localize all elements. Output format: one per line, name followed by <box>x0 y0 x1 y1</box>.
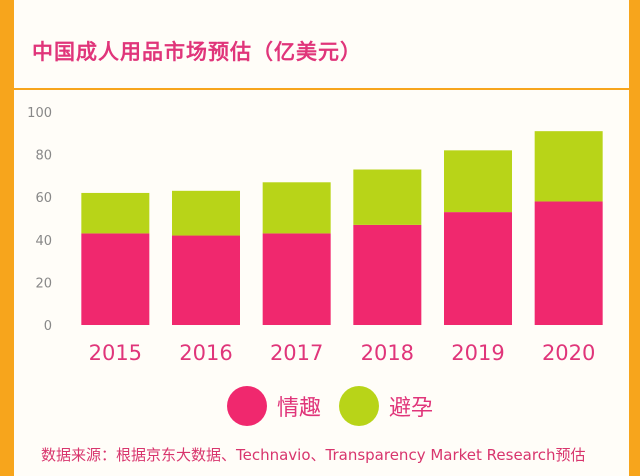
bar-segment-biyun <box>444 150 512 213</box>
x-tick-label: 2015 <box>89 341 142 365</box>
y-tick-label: 20 <box>35 276 52 291</box>
y-tick-label: 80 <box>35 149 52 164</box>
bar-segment-qingqu <box>172 235 240 325</box>
legend: 情趣 避孕 <box>14 384 629 428</box>
legend-swatch-biyun <box>339 386 379 426</box>
bar-segment-qingqu <box>534 201 603 325</box>
x-tick-label: 2018 <box>361 341 414 365</box>
bar-segment-biyun <box>262 182 331 234</box>
x-tick-label: 2020 <box>542 341 595 365</box>
bar-segment-qingqu <box>262 233 331 325</box>
legend-swatch-qingqu <box>227 386 267 426</box>
chart-panel: 中国成人用品市场预估（亿美元） 0 20 40 60 80 100 2015 2016 2017… <box>14 0 629 476</box>
bar-segment-biyun <box>534 131 603 202</box>
bar-segment-qingqu <box>81 233 150 325</box>
y-tick-label: 60 <box>35 191 52 206</box>
title-divider <box>14 88 629 90</box>
y-tick-label: 100 <box>27 106 52 121</box>
y-tick-label: 0 <box>44 319 52 334</box>
legend-item-qingqu: 情趣 <box>227 384 321 428</box>
x-tick-label: 2016 <box>179 341 232 365</box>
x-tick-label: 2017 <box>270 341 323 365</box>
source-note: 数据来源：根据京东大数据、Technavio、Transparency Mark… <box>41 446 586 464</box>
y-tick-label: 40 <box>35 234 52 249</box>
bar-segment-qingqu <box>353 224 422 325</box>
legend-label-qingqu: 情趣 <box>277 396 322 421</box>
x-tick-label: 2019 <box>451 341 504 365</box>
legend-item-biyun: 避孕 <box>339 384 433 428</box>
bar-segment-qingqu <box>444 212 512 325</box>
bar-segment-biyun <box>81 192 150 234</box>
bar-segment-biyun <box>353 169 422 225</box>
stacked-bar-chart: 0 20 40 60 80 100 2015 2016 2017 2018 2019 2020 <box>27 106 603 365</box>
bar-segment-biyun <box>172 190 240 236</box>
chart-title: 中国成人用品市场预估（亿美元） <box>32 40 362 64</box>
legend-label-biyun: 避孕 <box>389 396 434 421</box>
